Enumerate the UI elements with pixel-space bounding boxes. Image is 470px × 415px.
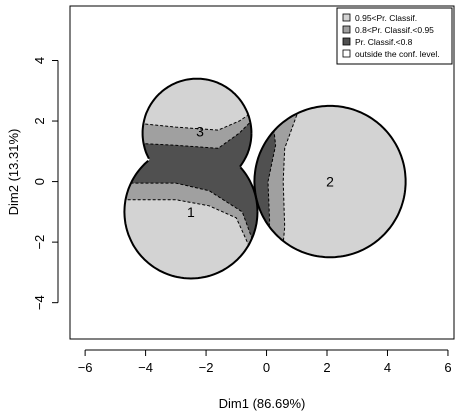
group-label-3: 3 — [196, 124, 204, 140]
group-label-1: 1 — [187, 204, 195, 220]
group-labels: 1 2 3 — [187, 124, 334, 220]
x-tick-label: 0 — [263, 360, 270, 375]
x-tick-label: −6 — [78, 360, 93, 375]
boundary-mid-band — [124, 105, 298, 261]
y-tick-label: 4 — [32, 57, 47, 64]
plot-frame — [69, 5, 455, 340]
y-tick-label: 0 — [32, 178, 47, 185]
x-tick-label: 4 — [384, 360, 391, 375]
legend-swatch — [342, 49, 351, 58]
region-outline-segment — [253, 104, 407, 259]
y-axis-label: Dim2 (13.31%) — [6, 129, 21, 216]
y-tick-label: −4 — [32, 295, 47, 310]
region-outline-segment — [123, 160, 259, 280]
legend: 0.95<Pr. Classif. 0.8<Pr. Classif.<0.95 Pr… — [336, 7, 453, 65]
legend-label: outside the conf. level. — [355, 49, 440, 59]
x-tick-label: 2 — [323, 360, 330, 375]
legend-swatch — [342, 37, 351, 46]
legend-label: 0.8<Pr. Classif.<0.95 — [355, 25, 434, 35]
legend-label: Pr. Classif.<0.8 — [355, 37, 413, 47]
legend-box — [336, 7, 453, 65]
y-tick-label: 2 — [32, 117, 47, 124]
x-tick-label: −2 — [199, 360, 214, 375]
legend-swatch — [342, 13, 351, 22]
y-tick-label: −2 — [32, 235, 47, 250]
band-low-confidence — [124, 118, 276, 249]
group-label-2: 2 — [326, 174, 334, 190]
x-axis: −6 −4 −2 0 2 4 6 — [78, 349, 452, 375]
legend-swatch — [342, 25, 351, 34]
boundary-low-band — [124, 117, 277, 249]
x-tick-label: 6 — [444, 360, 451, 375]
x-axis-label: Dim1 (86.69%) — [219, 396, 306, 411]
y-axis: −4 −2 0 2 4 — [32, 57, 59, 310]
region-outline-segment — [141, 77, 253, 160]
region-outline-segment — [239, 133, 253, 168]
x-tick-label: −4 — [138, 360, 153, 375]
legend-label: 0.95<Pr. Classif. — [355, 13, 417, 23]
region-outline — [123, 77, 407, 280]
